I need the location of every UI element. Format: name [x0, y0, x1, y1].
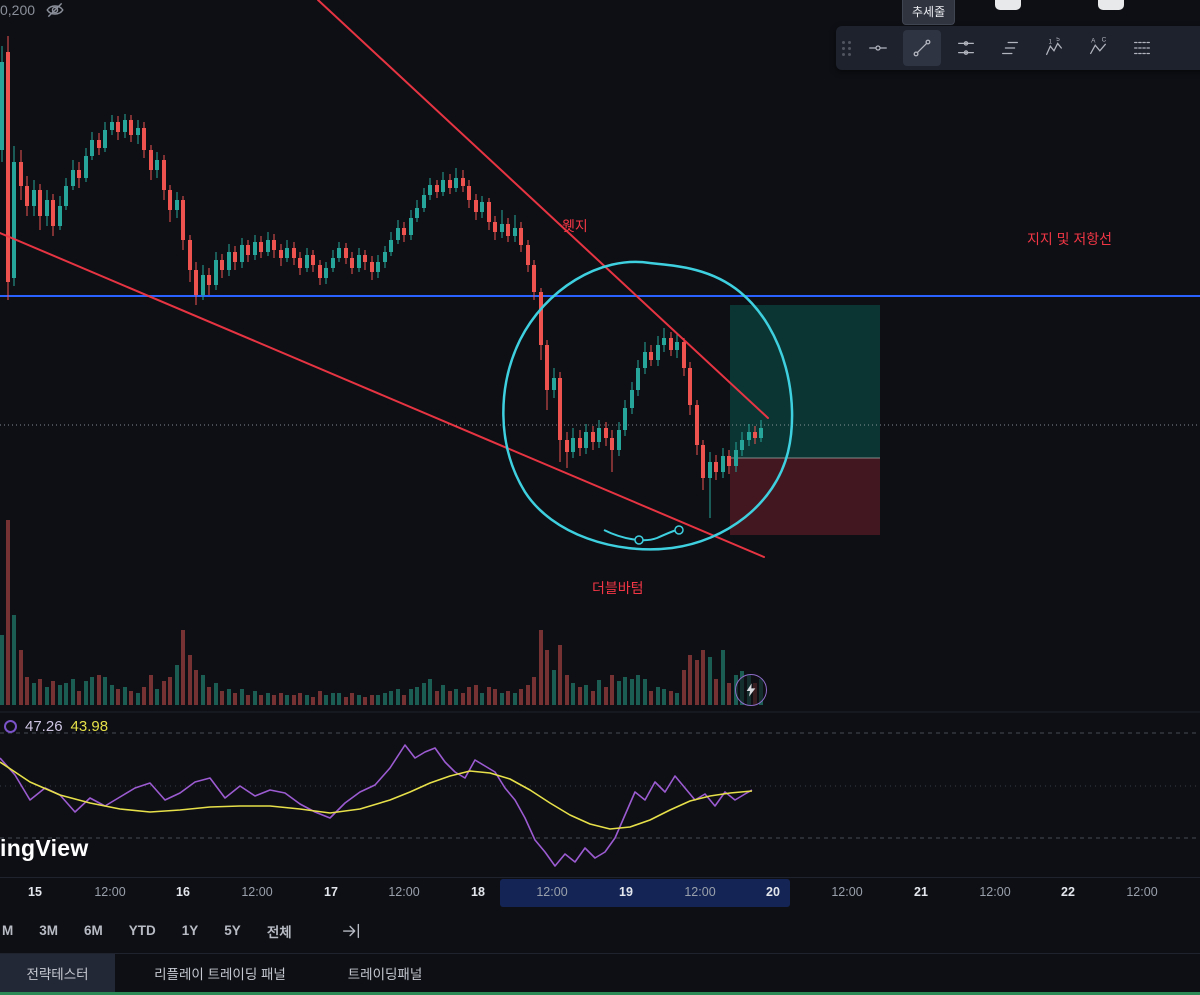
candlestick-series — [0, 36, 763, 518]
time-axis[interactable]: 15 12:00 16 12:00 17 12:00 18 12:00 19 12:00 20 12:… — [0, 877, 1200, 907]
wedge-label[interactable]: 웻지 — [562, 218, 588, 234]
range-button-ytd[interactable]: YTD — [128, 923, 156, 938]
symbol-legend: 0,200 — [0, 0, 65, 20]
support-resistance-label[interactable]: 지지 및 저항선 — [1027, 231, 1113, 247]
dashed-lines-icon — [1134, 41, 1150, 55]
range-button-6m[interactable]: 6M — [84, 923, 103, 938]
time-range-highlight — [500, 879, 790, 907]
svg-text:5: 5 — [1056, 37, 1060, 43]
axis-time-label: 12:00 — [536, 885, 568, 899]
axis-day-label: 17 — [324, 885, 338, 899]
axis-time-label: 12:00 — [94, 885, 126, 899]
brush-circle-drawing[interactable] — [502, 260, 794, 551]
rsi-ma-value: 43.98 — [70, 718, 109, 735]
axis-day-label: 20 — [766, 885, 780, 899]
range-button-3m[interactable]: 3M — [39, 923, 59, 938]
parallel-lines-tool-button[interactable] — [947, 30, 985, 66]
axis-day-label: 18 — [471, 885, 485, 899]
indicator-legend: 47.26 43.98 — [4, 718, 108, 735]
position-tool[interactable] — [730, 305, 880, 535]
cropped-toolbar-button[interactable] — [1098, 0, 1124, 10]
indicator-loading-icon — [4, 720, 17, 733]
trend-line-icon — [913, 39, 931, 57]
date-range-toolbar: M 3M 6M YTD 1Y 5Y 전체 — [0, 908, 1200, 954]
rsi-value: 47.26 — [25, 718, 63, 735]
go-to-date-icon — [342, 923, 359, 938]
bottom-panel-tabs: 전략테스터 리플레이 트레이딩 패널 트레이딩패널 — [0, 954, 1200, 992]
instant-order-button[interactable] — [735, 674, 767, 706]
parallel-lines-icon — [958, 41, 974, 55]
cropped-toolbar-button[interactable] — [995, 0, 1021, 10]
go-to-date-button[interactable] — [340, 920, 362, 942]
trend-line-tool-button[interactable] — [903, 30, 941, 66]
axis-day-label: 22 — [1061, 885, 1075, 899]
horizontal-line-tool-button[interactable] — [859, 30, 897, 66]
trend-line-drawings[interactable] — [0, 0, 769, 558]
eye-off-icon[interactable] — [45, 0, 65, 20]
rsi-pane — [0, 732, 1200, 867]
svg-text:1: 1 — [1049, 38, 1053, 45]
svg-text:A: A — [1091, 38, 1096, 45]
axis-time-label: 12:00 — [979, 885, 1011, 899]
lightning-icon — [746, 683, 756, 697]
axis-time-label: 12:00 — [684, 885, 716, 899]
axis-time-label: 12:00 — [831, 885, 863, 899]
drag-handle[interactable] — [842, 40, 851, 56]
axis-time-label: 12:00 — [388, 885, 420, 899]
panel-tab-2[interactable]: 트레이딩패널 — [347, 967, 423, 982]
panel-tab-0[interactable]: 전략테스터 — [0, 954, 115, 992]
range-button-m[interactable]: M — [2, 923, 14, 938]
tool-tooltip: 추세줄 — [902, 0, 956, 25]
legend-value: 0,200 — [0, 2, 36, 18]
axis-day-label: 16 — [176, 885, 190, 899]
axis-day-label: 19 — [619, 885, 633, 899]
range-button-5y[interactable]: 5Y — [224, 923, 241, 938]
rsi-ma-plot — [0, 761, 753, 830]
rsi-plot — [0, 744, 753, 867]
axis-day-label: 21 — [914, 885, 928, 899]
tradingview-watermark: ingView — [0, 835, 89, 861]
levels-icon — [1002, 41, 1018, 55]
range-button-1y[interactable]: 1Y — [181, 923, 199, 938]
axis-time-label: 12:00 — [241, 885, 273, 899]
double-bottom-label[interactable]: 더블바텀 — [592, 580, 644, 596]
levels-tool-button[interactable] — [991, 30, 1029, 66]
panel-tab-1[interactable]: 리플레이 트레이딩 패널 — [154, 967, 286, 982]
volume-series — [0, 520, 763, 705]
pattern-dashed-tool-button[interactable] — [1123, 30, 1161, 66]
range-button-전체[interactable]: 전체 — [267, 921, 292, 941]
axis-time-label: 12:00 — [1126, 885, 1158, 899]
bottom-panel-top-border — [0, 992, 1200, 995]
horizontal-line-icon — [869, 45, 887, 51]
axis-day-label: 15 — [28, 885, 42, 899]
svg-text:C: C — [1102, 37, 1107, 44]
